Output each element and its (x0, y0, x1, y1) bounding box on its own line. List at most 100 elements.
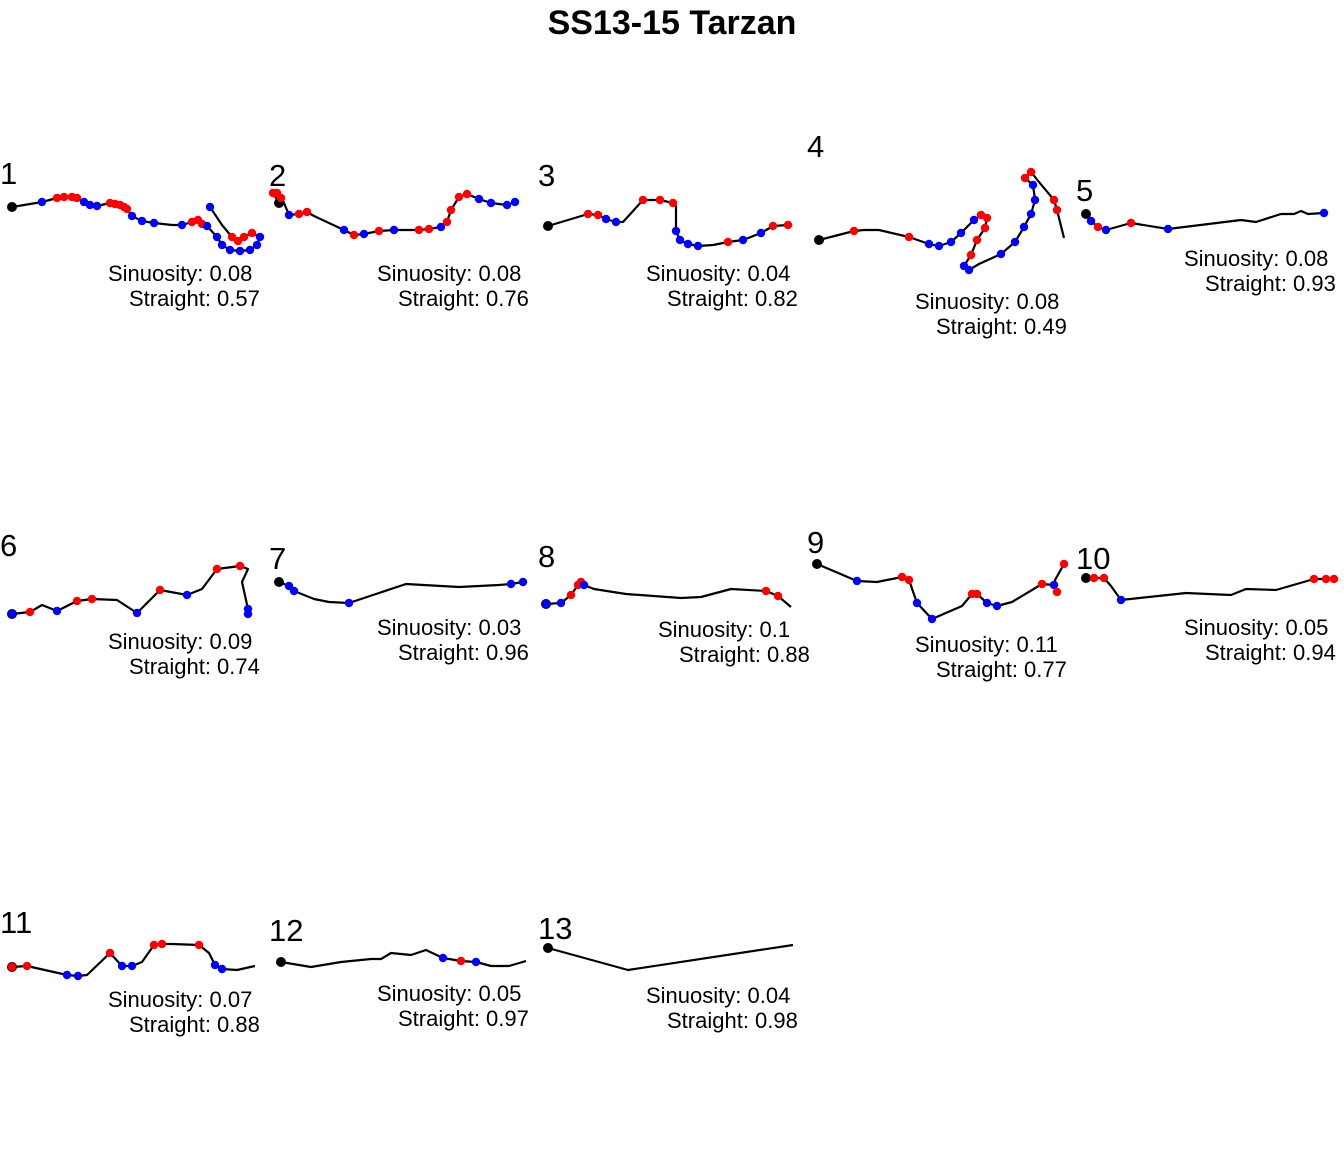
red-state-point (424, 224, 434, 234)
blue-state-point (217, 240, 227, 250)
panel-number: 9 (807, 525, 825, 560)
red-state-point (849, 226, 859, 236)
red-state-point (349, 230, 359, 240)
track-plot (274, 577, 528, 608)
blue-state-point (1019, 222, 1029, 232)
red-state-point (446, 205, 456, 215)
panel-number: 11 (0, 905, 33, 940)
red-state-point (1052, 587, 1062, 597)
chart-title: SS13-15 Tarzan (547, 4, 797, 42)
blue-state-point (137, 216, 147, 226)
straightness-label: Straight: 0.57 (129, 286, 260, 311)
blue-state-point (611, 217, 621, 227)
red-state-point (972, 235, 982, 245)
track-plot (1081, 208, 1329, 235)
start-point (814, 235, 824, 245)
red-state-point (462, 189, 472, 199)
panel-number: 3 (538, 158, 556, 193)
sinuosity-label: Sinuosity: 0.08 (377, 261, 522, 286)
track-panel-6: 6 Sinuosity: 0.09 Straight: 0.74 (0, 0, 269, 678)
straightness-label: Straight: 0.96 (398, 640, 529, 665)
track-plot (276, 948, 527, 969)
panel-number: 8 (538, 539, 556, 574)
start-point (1081, 573, 1091, 583)
sinuosity-label: Sinuosity: 0.09 (108, 629, 253, 654)
track-panel-12: 12 Sinuosity: 0.05 Straight: 0.97 (269, 0, 538, 1030)
blue-state-point (235, 246, 245, 256)
red-state-point (454, 192, 464, 202)
red-state-point (655, 195, 665, 205)
red-state-point (1126, 218, 1136, 228)
blue-state-point (127, 211, 137, 221)
panel-number: 1 (0, 156, 18, 191)
red-state-point (1020, 173, 1030, 183)
blue-state-point (852, 576, 862, 586)
blue-state-point (486, 198, 496, 208)
track-panel-11: 11 Sinuosity: 0.07 Straight: 0.88 (0, 0, 269, 1036)
blue-state-point (225, 245, 235, 255)
red-state-point (566, 590, 576, 600)
panel-number: 4 (807, 129, 825, 164)
blue-state-point (738, 235, 748, 245)
panel-number: 7 (269, 541, 287, 576)
red-state-point (414, 225, 424, 235)
red-state-point (233, 236, 243, 246)
blue-state-point (202, 221, 212, 231)
blue-state-point (205, 202, 215, 212)
blue-state-point (92, 201, 102, 211)
blue-state-point (502, 200, 512, 210)
sinuosity-label: Sinuosity: 0.05 (1184, 615, 1329, 640)
blue-state-point (1049, 580, 1059, 590)
red-state-point (1059, 559, 1069, 569)
blue-state-point (956, 228, 966, 238)
blue-state-point (52, 606, 62, 616)
red-state-point (783, 220, 793, 230)
red-state-point (105, 948, 115, 958)
blue-state-point (1010, 237, 1020, 247)
blue-state-point (73, 971, 83, 981)
blue-state-point (37, 197, 47, 207)
blue-state-point (924, 239, 934, 249)
straightness-label: Straight: 0.98 (667, 1008, 798, 1033)
red-state-point (302, 207, 312, 217)
red-state-point (212, 564, 222, 574)
blue-state-point (252, 240, 262, 250)
blue-state-point (969, 215, 979, 225)
blue-state-point (1116, 595, 1126, 605)
blue-state-point (675, 235, 685, 245)
blue-state-point (85, 200, 95, 210)
track-plot (812, 559, 1069, 624)
blue-state-point (964, 265, 974, 275)
blue-state-point (1026, 209, 1036, 219)
straightness-label: Straight: 0.74 (129, 654, 260, 679)
blue-state-point (182, 590, 192, 600)
track-plot (814, 167, 1066, 275)
red-state-point (982, 213, 992, 223)
panel-number: 2 (269, 158, 287, 193)
start-point (543, 943, 553, 953)
track-panel-8: 8 Sinuosity: 0.1 Straight: 0.88 (538, 0, 810, 666)
panel-number: 5 (1076, 173, 1094, 208)
blue-state-point (927, 614, 937, 624)
sinuosity-label: Sinuosity: 0.08 (915, 289, 1060, 314)
red-state-point (668, 198, 678, 208)
red-state-point (1089, 573, 1099, 583)
red-state-point (1321, 574, 1331, 584)
blue-state-point (518, 577, 528, 587)
red-state-point (276, 193, 286, 203)
start-point (1081, 209, 1091, 219)
panel-number: 10 (1076, 541, 1111, 576)
red-state-point (72, 596, 82, 606)
straightness-label: Straight: 0.82 (667, 286, 798, 311)
blue-state-point (601, 214, 611, 224)
track-plot (7, 192, 265, 256)
start-point (7, 202, 17, 212)
start-point (276, 957, 286, 967)
blue-state-point (1028, 180, 1038, 190)
blue-state-point (359, 229, 369, 239)
blue-state-point (1101, 225, 1111, 235)
blue-state-point (579, 580, 589, 590)
track-panel-4: 4 Sinuosity: 0.08 Straight: 0.49 (807, 0, 1076, 360)
red-state-point (87, 594, 97, 604)
